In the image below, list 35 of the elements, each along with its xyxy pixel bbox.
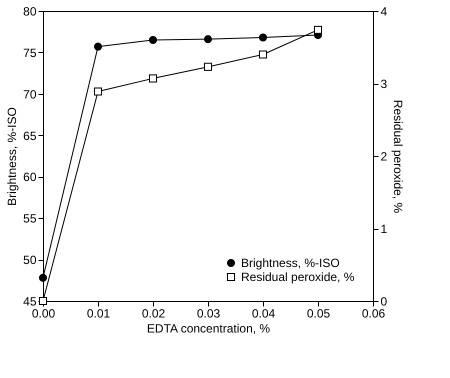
y-tick-label: 75 xyxy=(23,46,37,60)
legend-label: Residual peroxide, % xyxy=(241,270,355,284)
y2-tick-label: 1 xyxy=(380,222,388,236)
point xyxy=(204,35,212,44)
y-tick-label: 65 xyxy=(23,128,37,143)
x-tick-label: 0.03 xyxy=(196,306,220,320)
point xyxy=(258,33,268,42)
point xyxy=(148,74,158,82)
y-tick-label: 60 xyxy=(23,170,37,184)
y-tick-label: 70 xyxy=(23,87,37,102)
y2-tick-label: 3 xyxy=(380,77,388,91)
point xyxy=(148,36,158,44)
y2-tick-label: 0 xyxy=(380,294,388,308)
y-tick-label: 80 xyxy=(23,4,37,18)
x-tick-label: 0.06 xyxy=(362,306,386,320)
y2-tick-label: 2 xyxy=(380,150,388,164)
y-tick-label: 45 xyxy=(23,294,37,308)
y-tick-label: 50 xyxy=(23,253,37,268)
x-tick-label: 0.05 xyxy=(306,306,330,320)
point xyxy=(314,26,322,34)
point xyxy=(258,50,268,59)
y2-tick-label: 4 xyxy=(380,4,388,18)
x-axis-title: EDTA concentration, % xyxy=(146,322,270,336)
x-tick-label: 0.02 xyxy=(142,306,166,320)
legend-label: Brightness, %-ISO xyxy=(241,256,340,270)
x-tick-label: 0.00 xyxy=(32,306,56,320)
x-tick-label: 0.04 xyxy=(252,306,276,320)
point xyxy=(94,42,102,51)
point xyxy=(94,87,102,96)
y-tick-label: 55 xyxy=(23,212,37,226)
y-axis-title: Brightness, %-ISO xyxy=(5,107,20,206)
x-tick-label: 0.01 xyxy=(86,306,110,320)
point xyxy=(38,274,48,282)
y2-axis-title: Residual peroxide, % xyxy=(391,100,406,214)
point xyxy=(204,62,212,71)
